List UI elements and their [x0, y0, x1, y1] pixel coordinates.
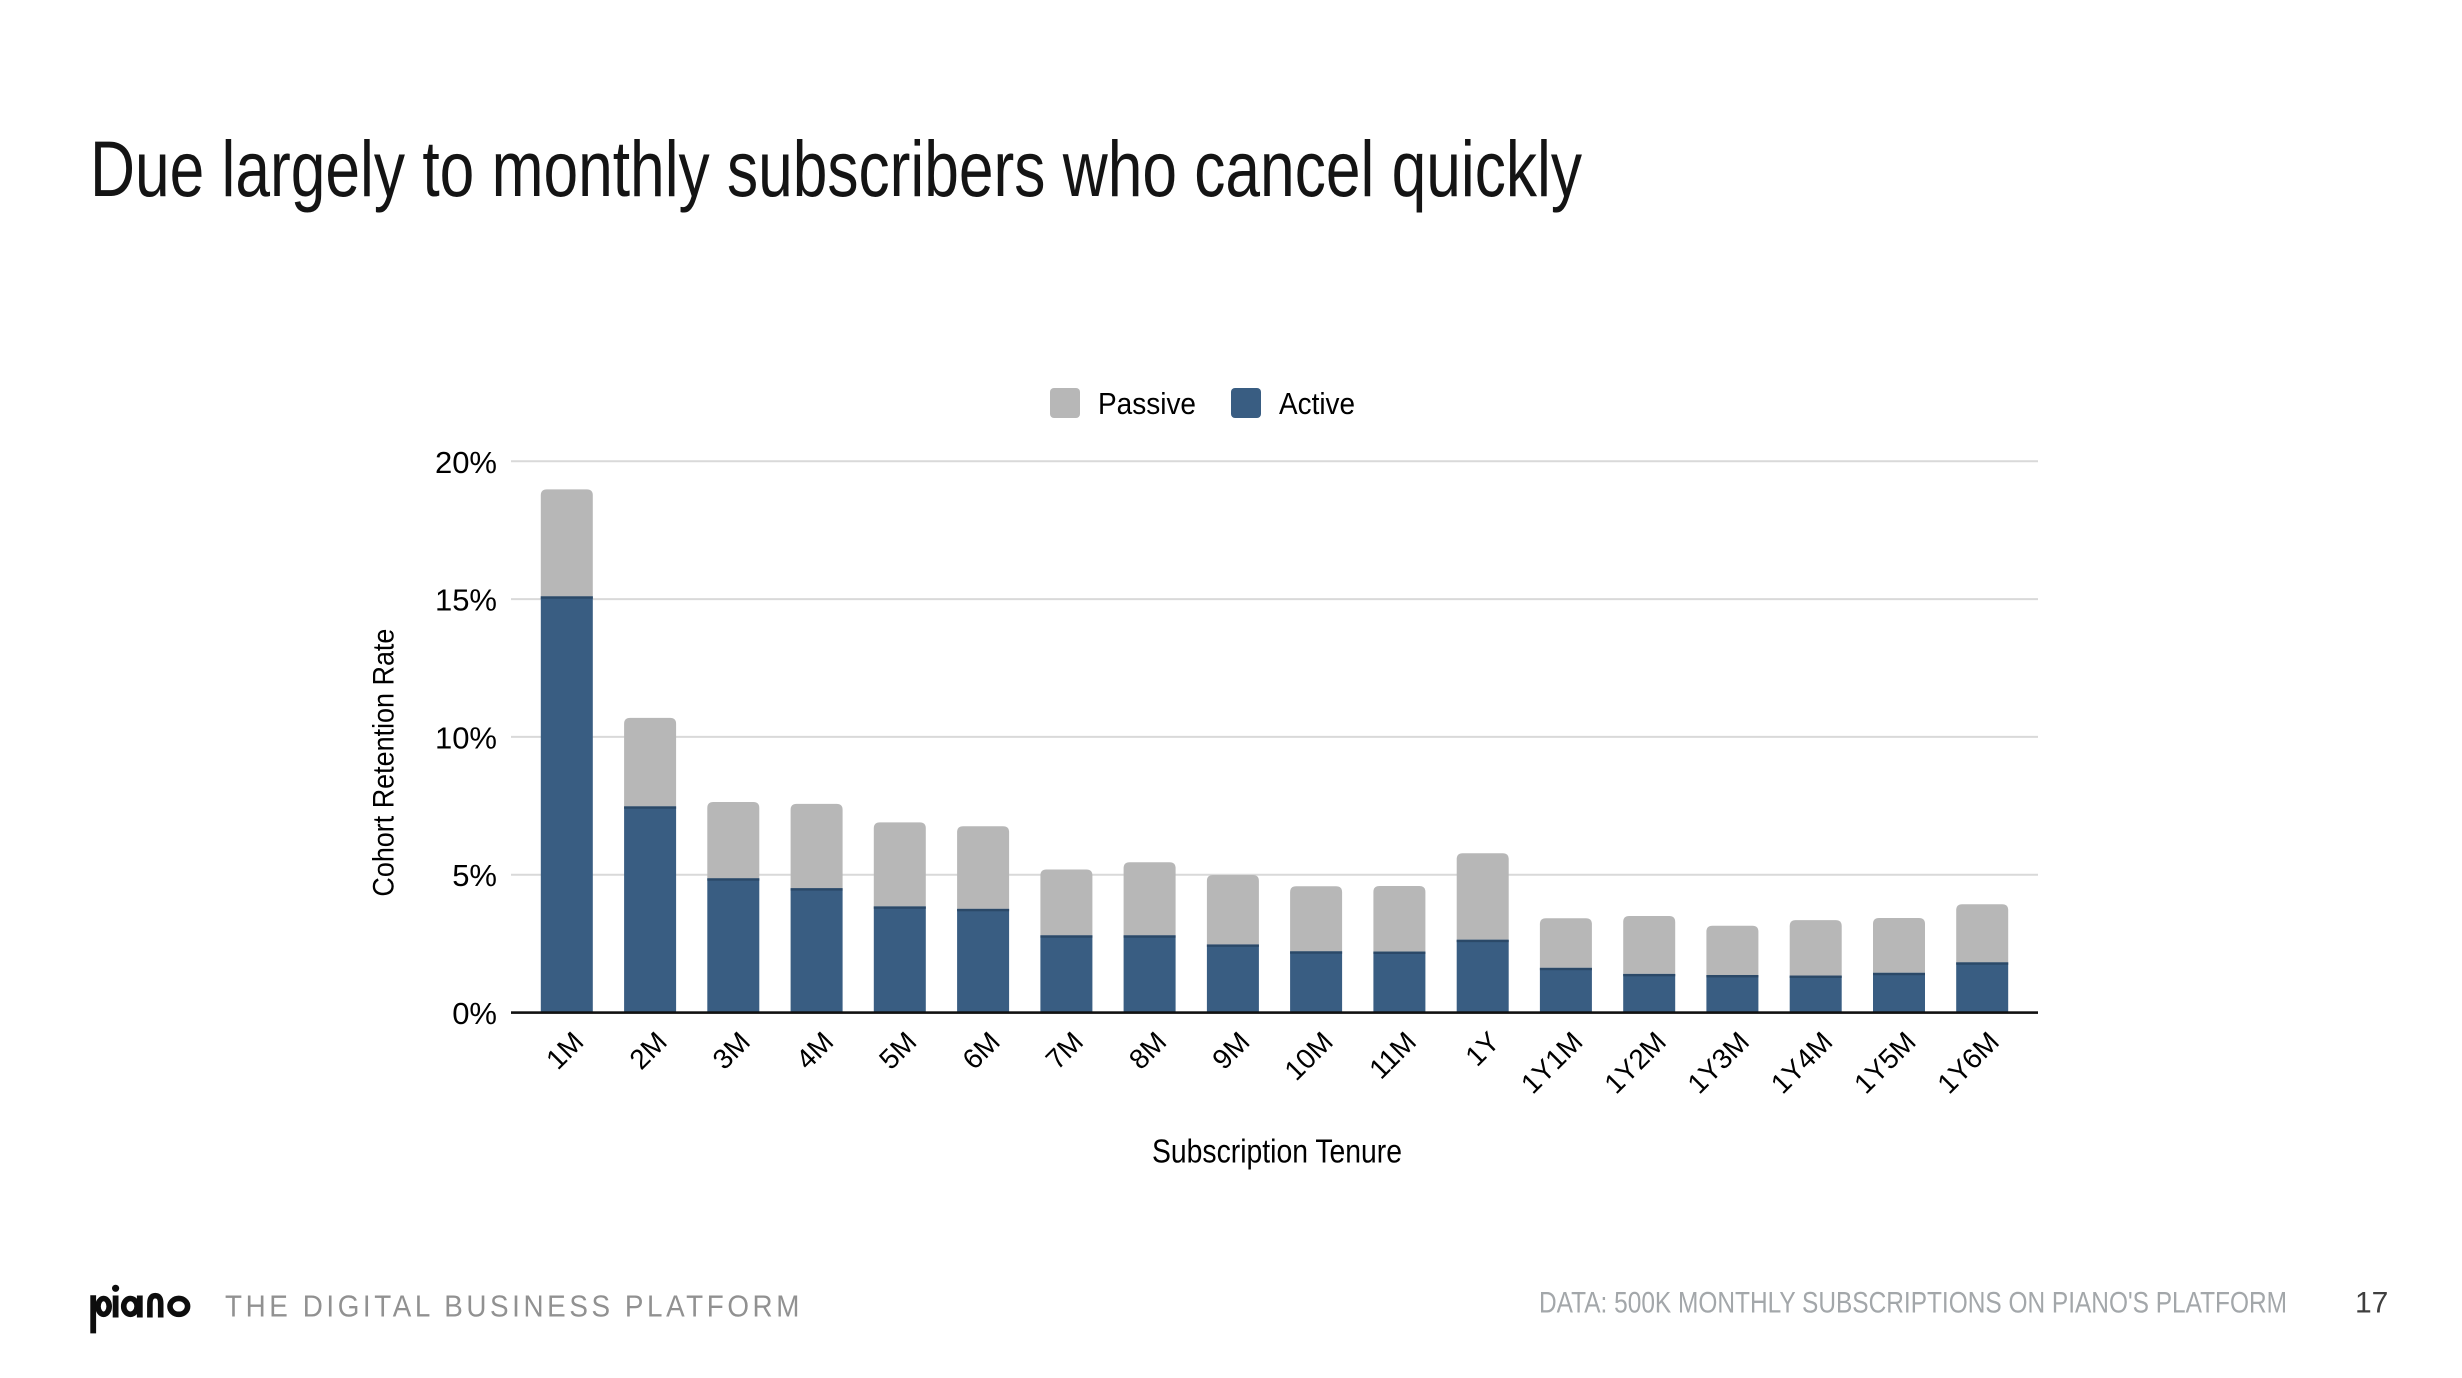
svg-text:Passive: Passive [1098, 386, 1196, 421]
svg-text:Active: Active [1279, 386, 1355, 421]
svg-text:Subscription Tenure: Subscription Tenure [1152, 1133, 1402, 1170]
svg-text:DATA: 500K MONTHLY SUBSCRIPTIO: DATA: 500K MONTHLY SUBSCRIPTIONS ON PIAN… [1539, 1287, 2287, 1320]
svg-text:0%: 0% [452, 996, 497, 1031]
svg-text:17: 17 [2355, 1287, 2388, 1320]
svg-text:Due largely to monthly subscri: Due largely to monthly subscribers who c… [90, 124, 1582, 213]
svg-text:5%: 5% [452, 858, 497, 893]
svg-text:15%: 15% [435, 583, 497, 618]
svg-text:THE DIGITAL BUSINESS PLATFORM: THE DIGITAL BUSINESS PLATFORM [225, 1289, 803, 1324]
svg-text:10%: 10% [435, 720, 497, 755]
svg-text:20%: 20% [435, 445, 497, 480]
svg-text:Cohort Retention Rate: Cohort Retention Rate [368, 629, 401, 897]
